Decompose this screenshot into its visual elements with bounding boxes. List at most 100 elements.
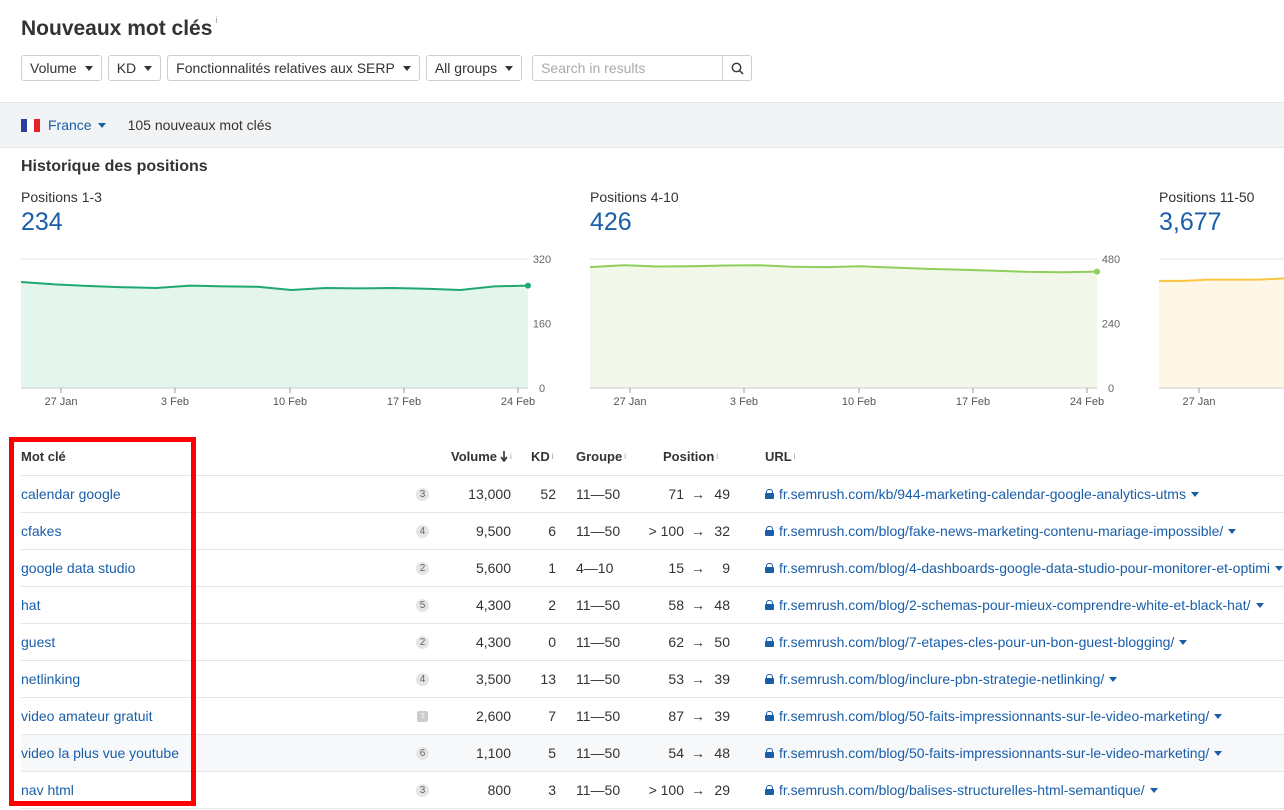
chevron-down-icon[interactable] (1275, 565, 1284, 571)
sort-down-icon (500, 451, 508, 462)
position-to: 39 (714, 671, 730, 687)
serp-features-badge[interactable]: 6 (416, 747, 429, 760)
lock-icon (765, 637, 774, 647)
keyword-link[interactable]: calendar google (21, 486, 121, 502)
info-icon[interactable]: i (215, 15, 218, 25)
header-kd[interactable]: KD i (531, 438, 554, 475)
position-change: 53 → 39 (643, 661, 730, 697)
volume-value: 4,300 (475, 634, 511, 650)
chevron-down-icon[interactable] (1179, 639, 1188, 645)
chevron-down-icon[interactable] (1214, 750, 1223, 756)
chevron-down-icon (402, 65, 411, 71)
volume-value: 5,600 (475, 560, 511, 576)
panel-label: Positions 1-3 (21, 189, 102, 205)
serp-features-badge[interactable]: 3 (416, 784, 429, 797)
table-header: Mot clé Volume i KD i Groupe i Position i UR… (21, 438, 1284, 476)
url-link[interactable]: fr.semrush.com/kb/944-marketing-calendar… (765, 476, 1199, 512)
y-tick-label: 240 (1102, 319, 1120, 331)
kd-value: 5 (548, 745, 556, 761)
page-title: Nouveaux mot clés i (21, 15, 217, 41)
x-tick-label: 27 Jan (44, 396, 77, 408)
search-button[interactable] (723, 55, 753, 81)
keyword-link[interactable]: cfakes (21, 523, 62, 539)
chevron-down-icon[interactable] (1109, 676, 1118, 682)
table-row: video la plus vue youtube 6 1,100 5 11—50 54 →… (21, 735, 1284, 772)
lock-icon (765, 785, 774, 795)
position-from: 54 (668, 745, 684, 761)
arrow-right-icon: → (691, 523, 705, 539)
serp-features-badge[interactable]: 2 (416, 636, 429, 649)
position-to: 48 (714, 597, 730, 613)
serp-features-dropdown[interactable]: Fonctionnalités relatives aux SERP (167, 55, 420, 81)
panel-label: Positions 4-10 (590, 189, 679, 205)
info-icon[interactable]: i (716, 452, 719, 461)
header-group[interactable]: Groupe i (576, 438, 626, 475)
lock-icon (765, 526, 774, 536)
header-url[interactable]: URL i (765, 438, 796, 475)
keyword-link[interactable]: guest (21, 634, 56, 650)
info-icon[interactable]: i (551, 452, 554, 461)
header-position[interactable]: Position i (663, 438, 718, 475)
header-keyword[interactable]: Mot clé (21, 438, 66, 475)
url-link[interactable]: fr.semrush.com/blog/balises-structurelle… (765, 772, 1158, 808)
chevron-down-icon (97, 122, 106, 128)
serp-features-badge[interactable]: 5 (416, 599, 429, 612)
group-value: 11—50 (576, 597, 621, 613)
groups-dropdown[interactable]: All groups (425, 55, 523, 81)
header-position-label: Position (663, 449, 715, 464)
filter-bar: Volume KD Fonctionnalités relatives aux … (21, 55, 753, 81)
url-link[interactable]: fr.semrush.com/blog/50-faits-impressionn… (765, 735, 1223, 771)
lock-icon (765, 489, 774, 499)
chevron-down-icon[interactable] (1149, 787, 1158, 793)
serp-features-badge[interactable]: 4 (416, 525, 429, 538)
serp-features-badge[interactable]: ? (417, 711, 428, 722)
url-link[interactable]: fr.semrush.com/blog/7-etapes-cles-pour-u… (765, 624, 1188, 660)
arrow-right-icon: → (691, 597, 705, 613)
country-selector[interactable]: France (48, 117, 106, 133)
chevron-down-icon[interactable] (1228, 528, 1237, 534)
kd-filter-dropdown[interactable]: KD (107, 55, 162, 81)
chevron-down-icon[interactable] (1190, 491, 1199, 497)
header-volume[interactable]: Volume i (451, 438, 512, 475)
volume-filter-dropdown[interactable]: Volume (21, 55, 102, 81)
panel-value: 234 (21, 208, 63, 236)
header-group-label: Groupe (576, 449, 623, 464)
position-to: 32 (714, 523, 730, 539)
keyword-link[interactable]: netlinking (21, 671, 81, 687)
url-link[interactable]: fr.semrush.com/blog/inclure-pbn-strategi… (765, 661, 1118, 697)
url-link[interactable]: fr.semrush.com/blog/4-dashboards-google-… (765, 550, 1284, 586)
volume-filter-label: Volume (30, 60, 77, 76)
x-tick-label: 10 Feb (842, 396, 876, 408)
position-change: 71 → 49 (643, 476, 730, 512)
keyword-link[interactable]: nav html (21, 782, 74, 798)
table-row: hat 5 4,300 2 11—50 58 → 48 fr.semrush.com/blog/… (21, 587, 1284, 624)
x-tick-label: 17 Feb (956, 396, 990, 408)
serp-features-badge[interactable]: 3 (416, 488, 429, 501)
serp-features-badge[interactable]: 2 (416, 562, 429, 575)
volume-value: 3,500 (475, 671, 511, 687)
serp-features-badge[interactable]: 4 (416, 673, 429, 686)
keyword-link[interactable]: video la plus vue youtube (21, 745, 179, 761)
url-link[interactable]: fr.semrush.com/blog/2-schemas-pour-mieux… (765, 587, 1264, 623)
france-flag-icon (21, 118, 40, 132)
country-label: France (48, 117, 92, 133)
volume-value: 2,600 (475, 708, 511, 724)
chevron-down-icon[interactable] (1255, 602, 1264, 608)
position-change: > 100 → 29 (643, 772, 730, 808)
lock-icon (765, 711, 774, 721)
keyword-link[interactable]: google data studio (21, 560, 136, 576)
keyword-link[interactable]: video amateur gratuit (21, 708, 153, 724)
url-link[interactable]: fr.semrush.com/blog/fake-news-marketing-… (765, 513, 1237, 549)
group-value: 11—50 (576, 745, 621, 761)
x-tick-label: 27 Jan (1182, 396, 1215, 408)
keyword-link[interactable]: hat (21, 597, 41, 613)
serp-features-label: Fonctionnalités relatives aux SERP (176, 60, 395, 76)
search-input[interactable]: Search in results (532, 55, 724, 81)
info-icon[interactable]: i (624, 452, 627, 461)
kd-filter-label: KD (116, 60, 137, 76)
chevron-down-icon[interactable] (1214, 713, 1223, 719)
keyword-count: 105 nouveaux mot clés (127, 117, 272, 133)
url-link[interactable]: fr.semrush.com/blog/50-faits-impressionn… (765, 698, 1223, 734)
info-icon[interactable]: i (510, 452, 512, 461)
info-icon[interactable]: i (793, 452, 796, 461)
